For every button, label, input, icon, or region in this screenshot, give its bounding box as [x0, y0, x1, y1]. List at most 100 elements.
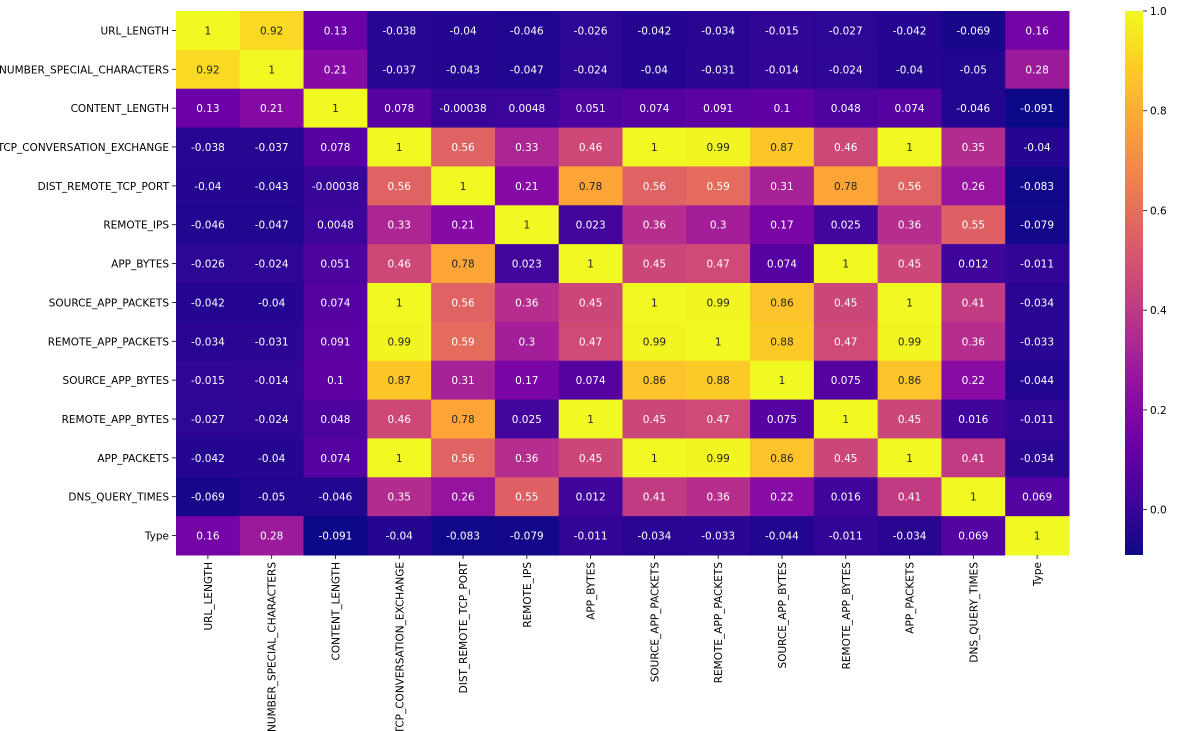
cell-label-dist-remote-tcp-port-content-length: -0.00038 — [312, 181, 359, 193]
x-tick-label-number-special-characters: NUMBER_SPECIAL_CHARACTERS — [267, 562, 279, 731]
cell-remote-app-packets-dist-remote-tcp-port — [431, 321, 496, 362]
x-tick-label-app-bytes: APP_BYTES — [586, 562, 598, 620]
y-tick-label-type: Type — [144, 531, 169, 543]
cell-label-source-app-bytes-source-app-bytes: 1 — [779, 375, 786, 387]
cell-type-type — [1005, 516, 1070, 556]
cell-type-number-special-characters — [239, 516, 305, 556]
cell-type-remote-ips — [494, 516, 560, 556]
cell-label-source-app-bytes-dns-query-times: 0.22 — [962, 375, 985, 387]
cell-label-remote-app-packets-number-special-characters: -0.031 — [255, 336, 289, 348]
cell-label-source-app-packets-source-app-packets: 1 — [651, 297, 658, 309]
cell-dist-remote-tcp-port-dist-remote-tcp-port — [431, 166, 496, 206]
cell-app-packets-source-app-packets — [622, 438, 687, 478]
cell-dist-remote-tcp-port-tcp-conversation-exchange — [367, 166, 432, 206]
cell-label-remote-app-packets-app-packets: 0.99 — [898, 336, 921, 348]
cell-label-app-packets-tcp-conversation-exchange: 1 — [396, 453, 403, 465]
cell-label-url-length-type: 0.16 — [1025, 25, 1049, 37]
cell-remote-app-bytes-source-app-bytes — [750, 399, 815, 439]
cell-app-packets-type — [1005, 438, 1070, 478]
cell-label-app-bytes-remote-ips: 0.023 — [512, 259, 542, 271]
cell-label-tcp-conversation-exchange-app-bytes: 0.46 — [579, 142, 603, 154]
cell-label-remote-app-packets-url-length: -0.034 — [191, 336, 225, 348]
cell-url-length-remote-app-packets — [686, 11, 751, 51]
cell-type-app-packets — [877, 516, 942, 556]
cell-label-type-app-bytes: -0.011 — [574, 531, 608, 543]
cell-url-length-app-bytes — [558, 11, 623, 51]
y-tick-label-app-bytes: APP_BYTES — [111, 259, 169, 271]
cell-label-remote-ips-content-length: 0.0048 — [317, 220, 354, 232]
cell-source-app-packets-remote-app-packets — [686, 283, 751, 323]
cell-label-content-length-content-length: 1 — [332, 103, 339, 115]
cell-remote-app-packets-source-app-packets — [622, 321, 687, 362]
x-tick-label-tcp-conversation-exchange: TCP_CONVERSATION_EXCHANGE — [394, 562, 406, 731]
cell-label-number-special-characters-tcp-conversation-exchange: -0.037 — [382, 64, 416, 76]
cell-app-bytes-source-app-packets — [622, 244, 687, 284]
cell-type-remote-app-bytes — [813, 516, 879, 556]
cell-label-source-app-packets-url-length: -0.042 — [191, 297, 225, 309]
cell-label-source-app-packets-app-packets: 1 — [906, 297, 913, 309]
cell-number-special-characters-source-app-bytes — [750, 49, 815, 90]
cell-label-app-bytes-remote-app-packets: 0.47 — [706, 259, 729, 271]
cell-label-number-special-characters-remote-app-packets: -0.031 — [701, 64, 735, 76]
cell-label-source-app-bytes-type: -0.044 — [1020, 375, 1054, 387]
cell-label-tcp-conversation-exchange-app-packets: 1 — [906, 142, 913, 154]
cell-label-dns-query-times-source-app-packets: 0.41 — [643, 492, 666, 504]
cell-app-bytes-app-packets — [877, 244, 942, 284]
cell-remote-ips-url-length — [176, 205, 241, 245]
cell-label-dns-query-times-app-bytes: 0.012 — [576, 492, 606, 504]
cell-app-packets-dist-remote-tcp-port — [431, 438, 496, 478]
cell-label-remote-app-packets-remote-ips: 0.3 — [518, 336, 535, 348]
y-tick-label-remote-app-packets: REMOTE_APP_PACKETS — [48, 336, 170, 348]
cell-label-remote-ips-type: -0.079 — [1020, 220, 1054, 232]
cell-content-length-remote-ips — [494, 88, 560, 129]
cell-source-app-bytes-app-bytes — [558, 360, 623, 401]
cell-dist-remote-tcp-port-type — [1005, 166, 1070, 206]
cell-app-packets-url-length — [176, 438, 241, 478]
cell-remote-app-packets-remote-ips — [494, 321, 560, 362]
y-tick-label-dns-query-times: DNS_QUERY_TIMES — [68, 492, 169, 504]
cell-label-dist-remote-tcp-port-type: -0.083 — [1020, 181, 1054, 193]
cell-app-bytes-dns-query-times — [941, 244, 1006, 284]
cell-label-remote-app-bytes-dist-remote-tcp-port: 0.78 — [451, 414, 474, 426]
cell-label-url-length-number-special-characters: 0.92 — [260, 25, 283, 37]
cell-label-remote-app-packets-content-length: 0.091 — [320, 336, 350, 348]
cell-source-app-packets-app-bytes — [558, 283, 623, 323]
cell-label-number-special-characters-url-length: 0.92 — [196, 64, 219, 76]
cell-label-source-app-bytes-app-bytes: 0.074 — [576, 375, 606, 387]
cell-source-app-packets-type — [1005, 283, 1070, 323]
cell-label-content-length-remote-app-packets: 0.091 — [703, 103, 733, 115]
cell-label-type-url-length: 0.16 — [196, 531, 220, 543]
cell-label-app-bytes-source-app-bytes: 0.074 — [767, 259, 797, 271]
cell-dns-query-times-source-app-packets — [622, 477, 687, 517]
cell-tcp-conversation-exchange-app-packets — [877, 127, 942, 167]
cell-label-source-app-bytes-content-length: 0.1 — [327, 375, 344, 387]
cell-label-app-packets-app-bytes: 0.45 — [579, 453, 602, 465]
cell-url-length-source-app-bytes — [750, 11, 815, 51]
cell-app-bytes-type — [1005, 244, 1070, 284]
cell-tcp-conversation-exchange-source-app-bytes — [750, 127, 815, 167]
cell-number-special-characters-remote-ips — [494, 49, 560, 90]
cell-remote-ips-remote-ips — [494, 205, 560, 245]
cell-label-type-content-length: -0.091 — [319, 531, 353, 543]
cell-app-bytes-app-bytes — [558, 244, 623, 284]
cell-dns-query-times-remote-ips — [494, 477, 560, 517]
colorbar: 0.0 0.2 0.4 0.6 0.8 1.0 — [1125, 6, 1167, 555]
cell-source-app-bytes-dist-remote-tcp-port — [431, 360, 496, 401]
cell-label-content-length-tcp-conversation-exchange: 0.078 — [384, 103, 414, 115]
cell-label-app-bytes-remote-app-bytes: 1 — [842, 259, 849, 271]
y-tick-label-dist-remote-tcp-port: DIST_REMOTE_TCP_PORT — [38, 181, 170, 193]
colorbar-gradient — [1125, 11, 1143, 555]
cell-remote-app-packets-content-length — [303, 321, 368, 362]
cell-remote-ips-number-special-characters — [239, 205, 305, 245]
y-tick-label-source-app-bytes: SOURCE_APP_BYTES — [63, 375, 170, 387]
cell-remote-ips-dns-query-times — [941, 205, 1006, 245]
cell-label-tcp-conversation-exchange-tcp-conversation-exchange: 1 — [396, 142, 403, 154]
cell-label-tcp-conversation-exchange-remote-app-packets: 0.99 — [706, 142, 729, 154]
cell-remote-ips-app-bytes — [558, 205, 623, 245]
cell-label-source-app-bytes-source-app-packets: 0.86 — [643, 375, 667, 387]
cell-source-app-bytes-remote-app-packets — [686, 360, 751, 401]
cell-remote-app-bytes-remote-app-bytes — [813, 399, 879, 439]
cell-label-dist-remote-tcp-port-source-app-packets: 0.56 — [643, 181, 667, 193]
cell-label-dns-query-times-dns-query-times: 1 — [970, 492, 977, 504]
cell-label-dist-remote-tcp-port-dist-remote-tcp-port: 1 — [460, 181, 467, 193]
